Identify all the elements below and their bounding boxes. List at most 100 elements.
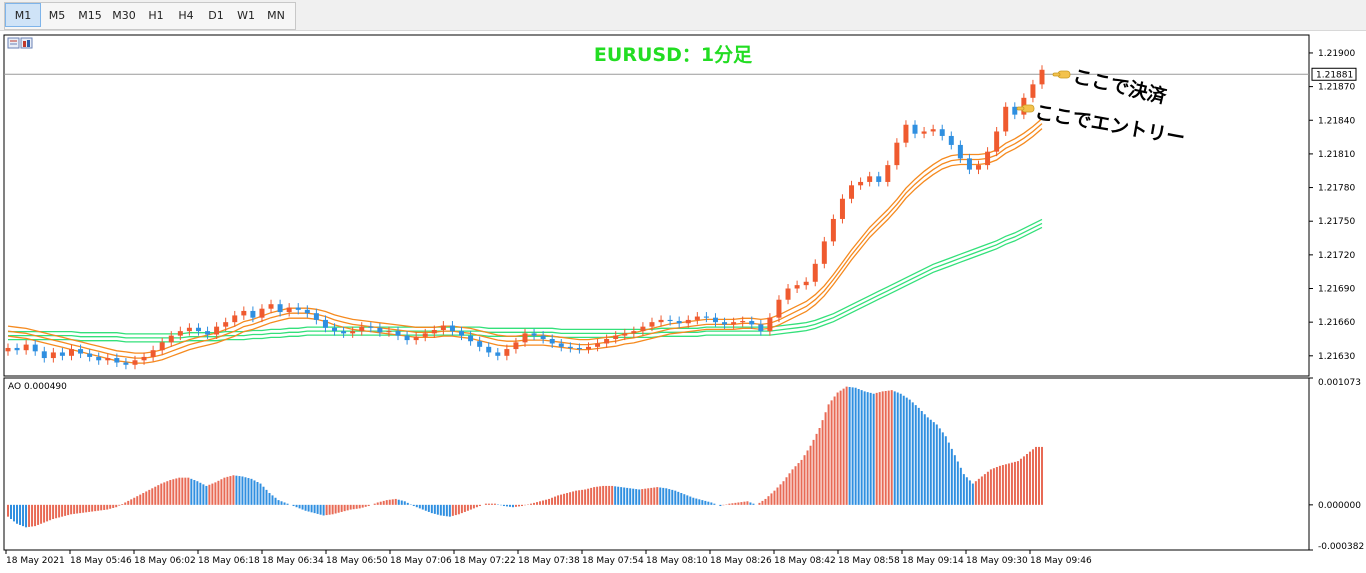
price-tick-label: 1.21660: [1318, 318, 1355, 328]
timeframe-mn-button[interactable]: MN: [267, 8, 285, 22]
candle-body: [504, 349, 510, 356]
candle-body: [939, 129, 945, 136]
candle-body: [486, 346, 492, 353]
ao-tick-label: 0.001073: [1318, 378, 1361, 388]
candle-body: [123, 362, 129, 365]
time-tick-label: 18 May 07:38: [518, 556, 580, 566]
timeframe-m1-button[interactable]: M1: [5, 3, 41, 27]
candle-body: [966, 158, 972, 170]
candle-body: [821, 241, 827, 264]
timeframe-m30-button[interactable]: M30: [112, 8, 136, 22]
candle-body: [585, 346, 591, 350]
candle-body: [268, 304, 274, 309]
pointing-hand-icon: [1052, 70, 1071, 79]
candle-body: [803, 281, 809, 286]
candle-body: [858, 181, 864, 186]
candle-body: [431, 330, 437, 334]
price-tick-label: 1.21810: [1318, 150, 1355, 160]
candle-body: [758, 324, 764, 332]
candle-body: [1003, 106, 1009, 132]
candle-body: [177, 331, 183, 336]
candle-body: [876, 176, 882, 182]
timeframe-m15-button[interactable]: M15: [78, 8, 102, 22]
candle-body: [322, 319, 328, 328]
candle-body: [495, 352, 501, 356]
price-panel: [3, 34, 1310, 377]
time-tick-label: 18 May 09:46: [1030, 556, 1092, 566]
candle-body: [522, 333, 528, 343]
timeframe-button-group: M1 M5 M15 M30 H1 H4 D1 W1 MN: [4, 2, 296, 30]
price-tick-label: 1.21690: [1318, 285, 1355, 295]
candle-body: [957, 144, 963, 159]
candle-body: [195, 327, 201, 332]
candle-body: [740, 321, 746, 323]
candle-body: [259, 308, 265, 318]
candle-body: [395, 331, 401, 336]
candle-body: [159, 342, 165, 351]
candle-body: [712, 317, 718, 323]
candle-body: [676, 321, 682, 324]
candle-body: [830, 218, 836, 242]
time-tick-label: 18 May 07:54: [582, 556, 644, 566]
timeframe-m5-button[interactable]: M5: [48, 8, 66, 22]
time-tick-label: 18 May 09:30: [966, 556, 1028, 566]
candle-body: [885, 165, 891, 182]
time-tick-label: 18 May 08:58: [838, 556, 900, 566]
candle-body: [948, 135, 954, 145]
candle-body: [640, 326, 646, 332]
candle-body: [558, 343, 564, 347]
candle-body: [849, 185, 855, 199]
candle-body: [150, 350, 156, 357]
candle-body: [214, 326, 220, 335]
candle-body: [812, 263, 818, 282]
candle-body: [912, 124, 918, 134]
candle-body: [205, 331, 211, 335]
timeframe-w1-button[interactable]: W1: [237, 8, 255, 22]
candle-body: [78, 349, 84, 354]
candle-body: [685, 319, 691, 324]
price-tick-label: 1.21720: [1318, 251, 1355, 261]
candle-body: [649, 322, 655, 327]
candle-body: [731, 322, 737, 325]
candle-body: [595, 343, 601, 347]
candle-body: [386, 331, 392, 333]
time-tick-label: 18 May 09:14: [902, 556, 964, 566]
candle-body: [694, 316, 700, 320]
candle-body: [341, 331, 347, 334]
timeframe-d1-button[interactable]: D1: [208, 8, 224, 22]
candle-body: [132, 360, 138, 365]
candle-body: [631, 331, 637, 334]
candle-body: [50, 352, 56, 359]
candle-body: [477, 341, 483, 347]
candle-body: [613, 335, 619, 339]
candle-body: [41, 351, 47, 359]
candle-body: [531, 333, 537, 336]
candle-body: [658, 319, 664, 323]
candle-body: [667, 319, 673, 322]
candle-body: [894, 142, 900, 166]
candle-body: [250, 310, 256, 318]
candle-body: [513, 342, 519, 350]
ao-panel: [3, 377, 1310, 551]
candle-body: [449, 325, 455, 332]
candle-body: [332, 327, 338, 332]
timeframe-h1-button[interactable]: H1: [148, 8, 164, 22]
candle-body: [767, 317, 773, 332]
price-tick-label: 1.21840: [1318, 116, 1355, 126]
candle-body: [921, 131, 927, 134]
ao-tick-label: 0.000000: [1318, 501, 1361, 511]
candle-body: [368, 326, 374, 328]
candle-body: [785, 288, 791, 300]
candle-body: [59, 352, 65, 356]
candle-body: [186, 327, 192, 332]
candle-body: [540, 335, 546, 339]
chart-mode-icon[interactable]: [7, 37, 33, 49]
chart-title: EURUSD：1分足: [594, 44, 753, 66]
candle-body: [567, 346, 573, 348]
price-chart[interactable]: EURUSD：1分足 1.219001.218701.218401.218101…: [0, 30, 1366, 573]
candle-body: [359, 326, 365, 332]
candle-body: [749, 321, 755, 325]
time-axis: 18 May 2021 18 May 05:46 18 May 06:02 18 Ma…: [5, 550, 1092, 566]
timeframe-h4-button[interactable]: H4: [178, 8, 194, 22]
candle-body: [87, 353, 93, 357]
